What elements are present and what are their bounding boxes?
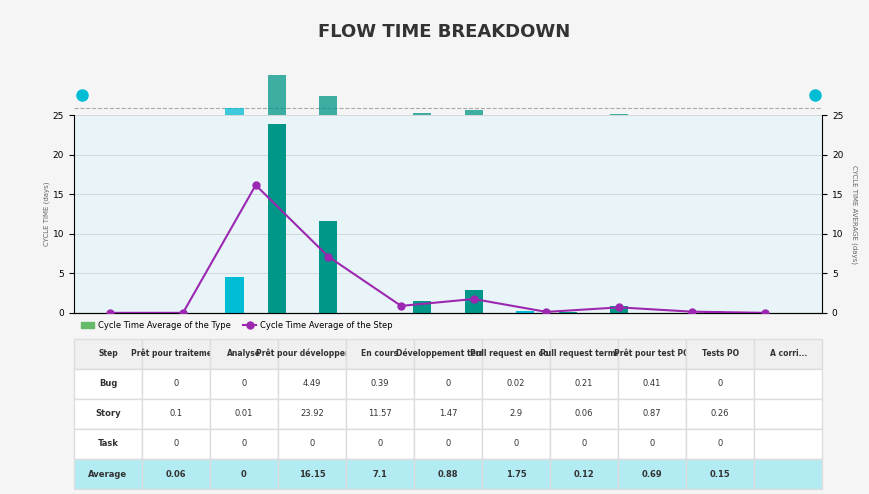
Legend: Cycle Time Average of the Type, Cycle Time Average of the Step: Cycle Time Average of the Type, Cycle Ti… bbox=[78, 318, 395, 333]
Bar bbox=[225, 277, 243, 313]
Bar bbox=[413, 113, 431, 115]
Bar bbox=[609, 114, 627, 115]
Bar bbox=[319, 96, 337, 115]
Bar bbox=[268, 75, 286, 115]
Bar bbox=[225, 108, 243, 115]
Y-axis label: CYCLE TIME AVERAGE (days): CYCLE TIME AVERAGE (days) bbox=[850, 165, 856, 263]
Bar bbox=[703, 311, 721, 313]
Bar bbox=[123, 312, 141, 313]
Bar bbox=[515, 311, 534, 313]
Text: FLOW TIME BREAKDOWN: FLOW TIME BREAKDOWN bbox=[317, 23, 569, 41]
Bar bbox=[609, 306, 627, 313]
Bar bbox=[464, 110, 482, 115]
Bar bbox=[413, 301, 431, 313]
Bar bbox=[464, 290, 482, 313]
Bar bbox=[319, 221, 337, 313]
Bar bbox=[268, 124, 286, 313]
Y-axis label: CYCLE TIME (days): CYCLE TIME (days) bbox=[43, 182, 50, 246]
